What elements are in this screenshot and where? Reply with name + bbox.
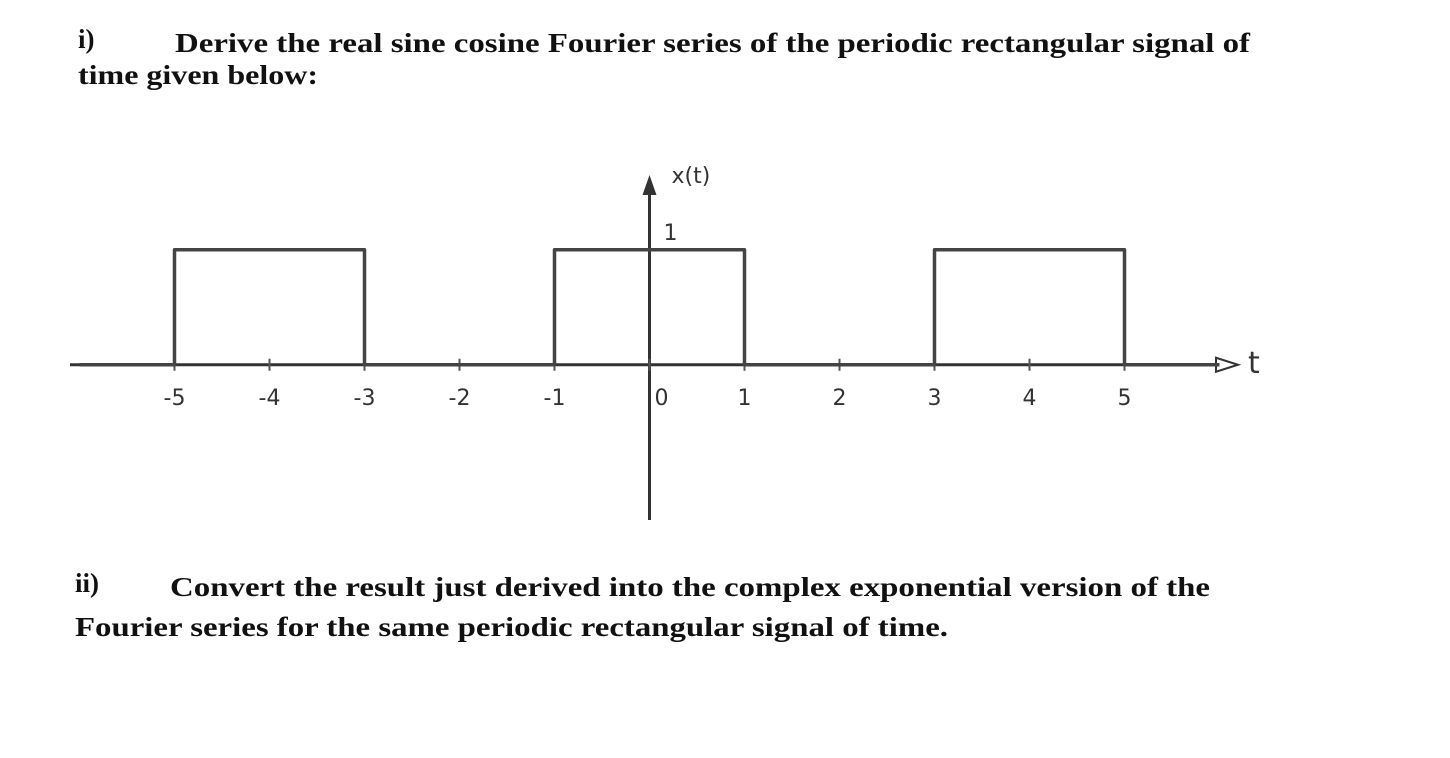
question-text: time given below:: [78, 60, 318, 90]
x-tick-label: 2: [833, 386, 847, 411]
x-tick-label: -3: [354, 386, 376, 411]
y-axis-arrow: [642, 175, 657, 195]
x-tick-label: -2: [449, 386, 471, 411]
question-text: Derive the real sine cosine Fourier seri…: [175, 28, 1251, 58]
question-text: Fourier series for the same periodic rec…: [75, 612, 948, 642]
x-axis-label: t: [1248, 346, 1260, 381]
y-axis-label: x(t): [672, 164, 711, 189]
question-number: ii): [75, 568, 99, 598]
x-tick-label: 4: [1023, 386, 1037, 411]
x-tick-label: -5: [164, 386, 186, 411]
x-tick-label: -4: [259, 386, 281, 411]
question-number: i): [78, 24, 95, 54]
question-text: Convert the result just derived into the…: [170, 572, 1210, 602]
x-tick-label: 5: [1118, 386, 1132, 411]
x-tick-label: 3: [928, 386, 942, 411]
y-tick-label: 1: [664, 221, 678, 246]
x-tick-label: -1: [544, 386, 566, 411]
x-tick-label: 0: [655, 386, 669, 411]
x-tick-label: 1: [738, 386, 752, 411]
signal-line: [79, 248, 1220, 367]
